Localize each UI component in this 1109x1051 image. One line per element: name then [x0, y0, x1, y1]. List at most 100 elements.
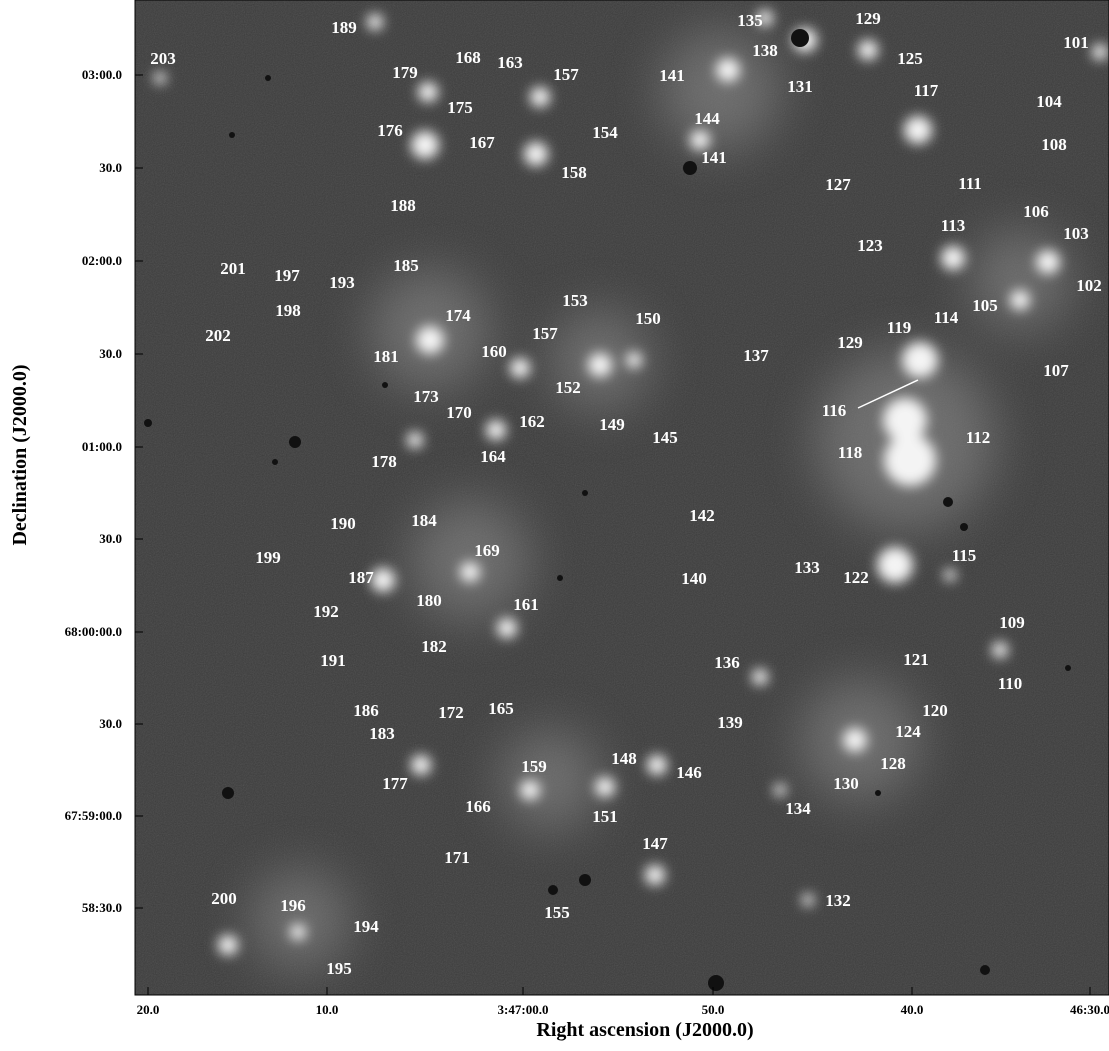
source-label: 115	[952, 546, 977, 565]
emission-blob	[595, 777, 615, 797]
source-label: 155	[544, 903, 570, 922]
source-label: 185	[393, 256, 419, 275]
source-label: 133	[794, 558, 820, 577]
emission-blob	[992, 642, 1008, 658]
emission-blob	[418, 82, 438, 102]
source-label: 141	[659, 66, 685, 85]
source-label: 179	[392, 63, 418, 82]
nebula	[250, 870, 350, 970]
source-label: 127	[825, 175, 851, 194]
emission-blob	[524, 142, 548, 166]
source-label: 137	[743, 346, 769, 365]
source-label: 140	[681, 569, 707, 588]
star	[943, 497, 953, 507]
star	[272, 459, 278, 465]
source-label: 128	[880, 754, 906, 773]
emission-blob	[902, 342, 938, 378]
source-label: 134	[785, 799, 811, 818]
emission-blob	[752, 669, 768, 685]
source-label: 187	[348, 568, 374, 587]
source-label: 120	[922, 701, 948, 720]
emission-blob	[530, 87, 550, 107]
source-label: 139	[717, 713, 743, 732]
source-label: 157	[532, 324, 558, 343]
x-tick-label: 50.0	[702, 1002, 725, 1017]
y-tick-label: 03:00.0	[82, 67, 122, 82]
source-label: 113	[941, 216, 966, 235]
x-tick-label: 10.0	[316, 1002, 339, 1017]
source-label: 116	[822, 401, 847, 420]
source-label: 186	[353, 701, 379, 720]
x-tick-label: 3:47:00.0	[498, 1002, 549, 1017]
source-label: 195	[326, 959, 352, 978]
star	[875, 790, 881, 796]
emission-blob	[588, 353, 612, 377]
source-label: 161	[513, 595, 539, 614]
source-label: 176	[377, 121, 403, 140]
source-label: 149	[599, 415, 625, 434]
source-label: 194	[353, 917, 379, 936]
source-label: 118	[838, 443, 863, 462]
emission-blob	[367, 14, 383, 30]
source-label: 170	[446, 403, 472, 422]
source-label: 202	[205, 326, 231, 345]
emission-blob	[944, 569, 956, 581]
source-label: 199	[255, 548, 281, 567]
emission-blob	[460, 562, 480, 582]
y-tick-label: 67:59:00.0	[65, 808, 122, 823]
source-label: 172	[438, 703, 464, 722]
source-label: 174	[445, 306, 471, 325]
source-label: 193	[329, 273, 355, 292]
source-label: 105	[972, 296, 998, 315]
emission-blob	[941, 246, 965, 270]
source-label: 112	[966, 428, 991, 447]
source-label: 162	[519, 412, 545, 431]
source-label: 171	[444, 848, 470, 867]
source-label: 151	[592, 807, 618, 826]
emission-blob	[645, 865, 665, 885]
emission-blob	[290, 924, 306, 940]
source-label: 131	[787, 77, 813, 96]
star	[382, 382, 388, 388]
source-label: 104	[1036, 92, 1062, 111]
star	[582, 490, 588, 496]
emission-blob	[690, 130, 710, 150]
source-label: 154	[592, 123, 618, 142]
star	[557, 575, 563, 581]
emission-blob	[877, 547, 913, 583]
star	[683, 161, 697, 175]
star	[960, 523, 968, 531]
source-label: 146	[676, 763, 702, 782]
source-label: 203	[150, 49, 176, 68]
emission-blob	[154, 72, 166, 84]
emission-blob	[486, 420, 506, 440]
source-label: 107	[1043, 361, 1069, 380]
source-label: 123	[857, 236, 883, 255]
source-label: 190	[330, 514, 356, 533]
emission-blob	[407, 432, 423, 448]
source-label: 157	[553, 65, 579, 84]
source-label: 173	[413, 387, 439, 406]
nebula	[970, 230, 1070, 330]
source-label: 180	[416, 591, 442, 610]
figure: 1891351291012031681631571791381411311251…	[0, 0, 1109, 1046]
source-label: 177	[382, 774, 408, 793]
emission-blob	[774, 784, 786, 796]
emission-blob	[647, 755, 667, 775]
source-label: 184	[411, 511, 437, 530]
source-label: 198	[275, 301, 301, 320]
source-label: 148	[611, 749, 637, 768]
source-label: 111	[958, 174, 982, 193]
star	[144, 419, 152, 427]
y-tick-label: 30.0	[99, 346, 122, 361]
source-label: 182	[421, 637, 447, 656]
source-label: 178	[371, 452, 397, 471]
source-label: 124	[895, 722, 921, 741]
source-label: 167	[469, 133, 495, 152]
source-label: 183	[369, 724, 395, 743]
source-label: 189	[331, 18, 357, 37]
source-label: 119	[887, 318, 912, 337]
source-label: 181	[373, 347, 399, 366]
source-label: 117	[914, 81, 939, 100]
source-label: 165	[488, 699, 514, 718]
